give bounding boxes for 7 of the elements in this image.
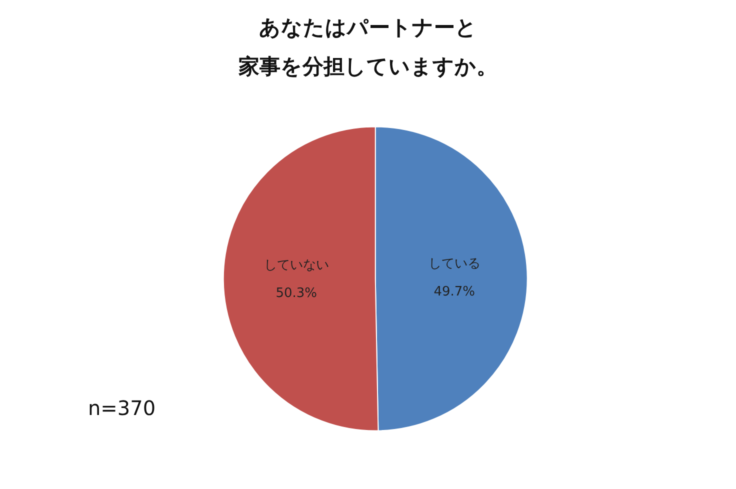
text: n=370 [88,396,156,420]
slice-label: している [428,256,480,272]
data-label: 50.3% [276,286,318,301]
data-label: 49.7% [434,284,476,300]
slice-label: していない [264,258,329,273]
chart-title: あなたはパートナーと [259,16,477,40]
chart-subtitle: 家事を分担していますか。 [238,54,498,78]
